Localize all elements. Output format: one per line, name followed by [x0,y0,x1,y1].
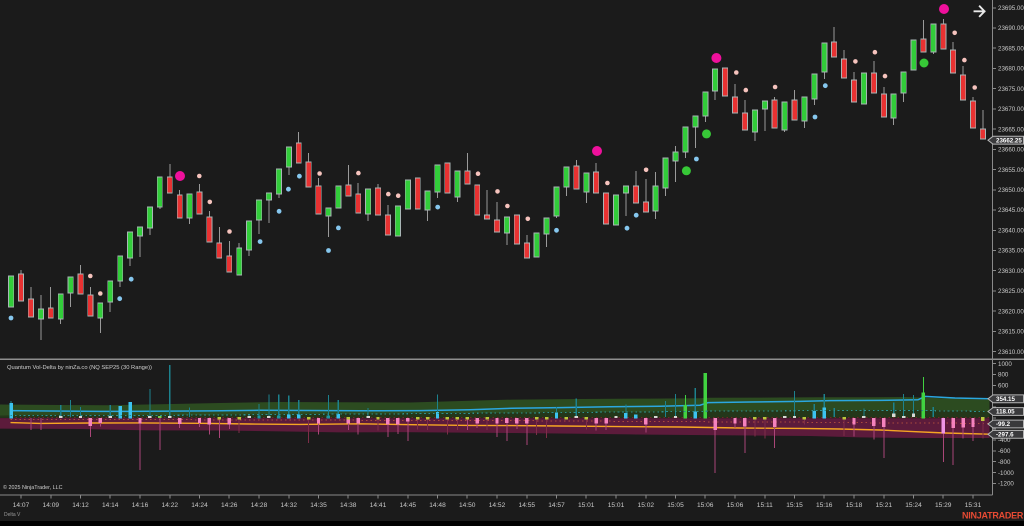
svg-text:NINJATRADER: NINJATRADER [962,511,1024,521]
svg-text:14:28: 14:28 [251,502,268,509]
svg-text:15:06: 15:06 [727,502,744,509]
svg-text:23650.00: 23650.00 [998,187,1024,194]
svg-text:23645.00: 23645.00 [998,207,1024,214]
svg-text:15:01: 15:01 [578,502,595,509]
svg-text:23620.00: 23620.00 [998,308,1024,315]
svg-text:14:48: 14:48 [429,502,446,509]
svg-text:23685.00: 23685.00 [998,46,1024,53]
svg-text:14:57: 14:57 [548,502,565,509]
svg-text:15:29: 15:29 [935,502,952,509]
svg-text:15:02: 15:02 [638,502,655,509]
svg-text:354.15: 354.15 [996,396,1015,403]
svg-text:23670.00: 23670.00 [998,106,1024,113]
svg-text:23690.00: 23690.00 [998,25,1024,32]
svg-text:-800: -800 [998,459,1011,466]
svg-text:15:31: 15:31 [965,502,982,509]
svg-text:23695.00: 23695.00 [998,5,1024,12]
svg-text:-1000: -1000 [998,470,1014,477]
svg-text:14:41: 14:41 [370,502,387,509]
svg-text:15:21: 15:21 [876,502,893,509]
svg-text:23665.00: 23665.00 [998,126,1024,133]
svg-text:15:15: 15:15 [786,502,803,509]
svg-text:800: 800 [998,372,1009,379]
svg-text:Delta V: Delta V [4,512,21,518]
svg-text:14:16: 14:16 [132,502,149,509]
svg-text:15:05: 15:05 [667,502,684,509]
svg-text:1000: 1000 [998,361,1012,368]
svg-text:Quantum Vol-Delta by ninZa.co: Quantum Vol-Delta by ninZa.co (NQ SEP25 … [7,365,152,371]
svg-text:15:18: 15:18 [846,502,863,509]
svg-text:-400: -400 [998,437,1011,444]
svg-text:14:52: 14:52 [489,502,506,509]
svg-text:23610.00: 23610.00 [998,349,1024,356]
svg-text:14:24: 14:24 [191,502,208,509]
svg-text:14:12: 14:12 [72,502,89,509]
svg-text:14:32: 14:32 [281,502,298,509]
svg-text:23655.00: 23655.00 [998,167,1024,174]
svg-text:-600: -600 [998,448,1011,455]
svg-text:-99.2: -99.2 [996,421,1011,428]
svg-text:© 2025 NinjaTrader, LLC: © 2025 NinjaTrader, LLC [3,484,63,491]
svg-text:14:50: 14:50 [459,502,476,509]
svg-text:15:11: 15:11 [757,502,773,509]
svg-text:14:07: 14:07 [13,502,30,509]
svg-text:23625.00: 23625.00 [998,288,1024,295]
svg-text:23635.00: 23635.00 [998,248,1024,255]
svg-text:15:24: 15:24 [905,502,922,509]
svg-text:600: 600 [998,383,1009,390]
svg-text:15:01: 15:01 [608,502,625,509]
svg-text:14:35: 14:35 [310,502,327,509]
svg-text:23675.00: 23675.00 [998,86,1024,93]
svg-text:23660.00: 23660.00 [998,147,1024,154]
svg-text:14:45: 14:45 [400,502,417,509]
svg-text:23640.00: 23640.00 [998,228,1024,235]
svg-text:23680.00: 23680.00 [998,66,1024,73]
svg-text:14:14: 14:14 [102,502,119,509]
svg-text:15:06: 15:06 [697,502,714,509]
svg-text:-297.6: -297.6 [996,432,1014,439]
svg-text:-1200: -1200 [998,481,1014,488]
svg-text:14:22: 14:22 [162,502,179,509]
svg-text:23630.00: 23630.00 [998,268,1024,275]
svg-text:118.05: 118.05 [996,409,1015,416]
svg-text:23615.00: 23615.00 [998,329,1024,336]
svg-text:23662.25: 23662.25 [996,137,1022,144]
svg-text:14:38: 14:38 [340,502,357,509]
svg-text:14:09: 14:09 [43,502,60,509]
svg-text:15:16: 15:16 [816,502,833,509]
svg-text:14:26: 14:26 [221,502,238,509]
svg-text:14:55: 14:55 [519,502,536,509]
